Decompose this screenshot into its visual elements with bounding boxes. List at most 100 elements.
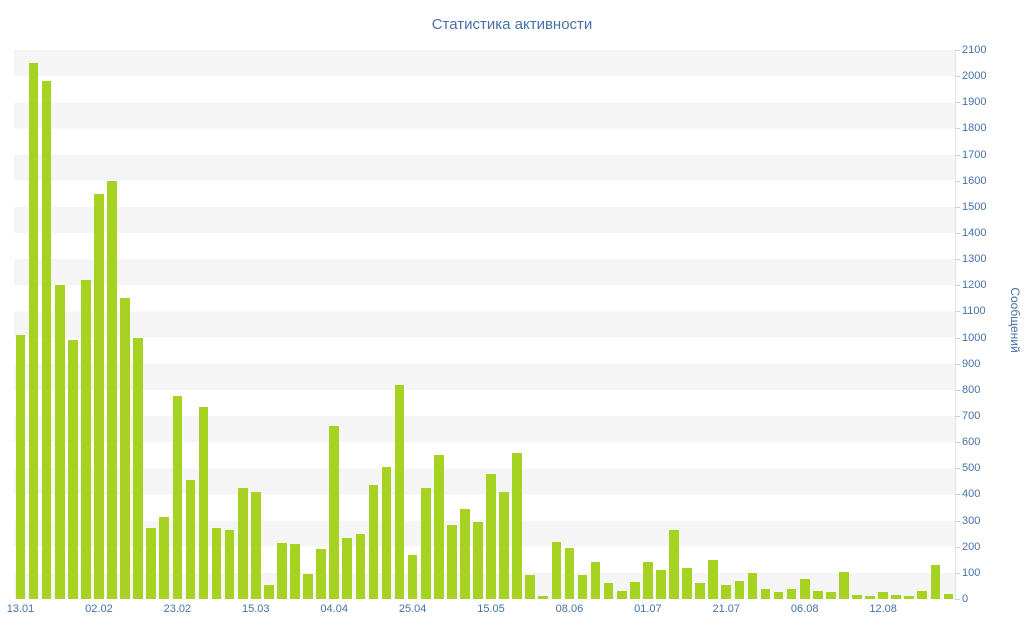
bar (669, 529, 679, 599)
bar (211, 528, 222, 599)
bar (120, 298, 130, 599)
bar (107, 180, 117, 599)
x-tick-label: 12.08 (869, 603, 897, 615)
y-tick-mark (955, 206, 960, 208)
bar (629, 582, 640, 599)
bar (943, 593, 954, 599)
y-tick-label: 600 (962, 436, 981, 449)
y-tick-mark (955, 285, 960, 287)
bar (786, 588, 797, 599)
y-tick-label: 0 (962, 593, 969, 605)
y-tick-mark (955, 494, 960, 496)
bar (368, 485, 379, 599)
y-tick-label: 200 (962, 540, 981, 553)
x-tick-label: 15.03 (242, 603, 270, 615)
bar (172, 396, 183, 599)
x-tick-label: 25.04 (398, 603, 427, 615)
x-tick-label: 13.01 (6, 603, 35, 615)
bar (15, 334, 26, 599)
bar (420, 487, 431, 599)
bar (473, 521, 483, 599)
bar (264, 584, 274, 599)
bar (538, 596, 549, 599)
y-tick-label: 700 (962, 410, 981, 422)
x-tick-label: 21.07 (712, 603, 741, 615)
plot-area (14, 50, 956, 599)
bar (407, 554, 418, 599)
bar (734, 580, 745, 599)
bar (865, 596, 875, 599)
bar (198, 406, 209, 599)
bar (643, 562, 653, 599)
bar (839, 571, 849, 599)
y-tick-label: 800 (962, 383, 981, 396)
y-tick-mark (955, 76, 960, 78)
bar (930, 565, 941, 599)
y-axis-title: Сообщений (1008, 287, 1022, 353)
y-tick-label: 400 (962, 488, 981, 501)
bar (904, 596, 915, 599)
bar (695, 583, 705, 599)
y-tick-label: 2100 (962, 44, 987, 56)
bar (381, 466, 392, 599)
y-tick-label: 1900 (962, 96, 987, 109)
bar (67, 340, 78, 599)
y-tick-label: 1500 (962, 200, 987, 213)
bar (446, 524, 457, 599)
chart-title: Статистика активности (431, 16, 593, 33)
bar (146, 528, 157, 599)
y-tick-mark (955, 520, 960, 522)
bar (499, 491, 509, 599)
bar (682, 567, 692, 599)
bar (486, 473, 496, 599)
bar (185, 480, 196, 599)
bar (224, 529, 235, 599)
bar (54, 285, 65, 599)
y-tick-label: 1600 (962, 174, 987, 187)
bar (799, 579, 810, 599)
bar (329, 426, 340, 599)
bar (28, 63, 39, 599)
bar (891, 595, 901, 599)
x-tick-label: 02.02 (85, 603, 113, 615)
bar (708, 559, 719, 599)
bars-container (14, 50, 955, 599)
bar (551, 541, 562, 599)
y-tick-label: 300 (962, 514, 981, 527)
y-tick-mark (955, 50, 960, 51)
bar (290, 544, 300, 599)
y-tick-mark (955, 337, 960, 339)
bar (433, 455, 444, 599)
y-tick-mark (955, 128, 960, 130)
bar (460, 508, 470, 599)
y-tick-label: 900 (962, 357, 981, 370)
bar (773, 592, 784, 599)
bar (512, 452, 522, 599)
y-tick-mark (955, 233, 960, 234)
bar (250, 491, 261, 599)
y-tick-mark (955, 363, 960, 365)
bar (133, 337, 143, 599)
x-tick-label: 15.05 (477, 603, 505, 615)
bar (603, 583, 614, 599)
y-tick-label: 1400 (962, 227, 987, 239)
y-tick-label: 100 (962, 566, 981, 579)
bar (41, 81, 52, 599)
y-tick-label: 1700 (962, 148, 987, 161)
bar (878, 592, 888, 599)
bar (656, 570, 666, 599)
y-tick-label: 2000 (962, 70, 987, 83)
y-tick-label: 1100 (962, 305, 986, 318)
y-tick-mark (955, 389, 960, 391)
y-tick-mark (955, 442, 960, 444)
y-tick-label: 1800 (962, 122, 987, 135)
bar (525, 575, 536, 599)
bar (852, 595, 862, 599)
y-tick-mark (955, 259, 960, 261)
x-tick-label: 23.02 (163, 603, 192, 615)
bar (237, 487, 248, 599)
y-tick-mark (955, 416, 960, 417)
y-tick-mark (955, 154, 960, 156)
y-tick-label: 1300 (962, 253, 987, 266)
